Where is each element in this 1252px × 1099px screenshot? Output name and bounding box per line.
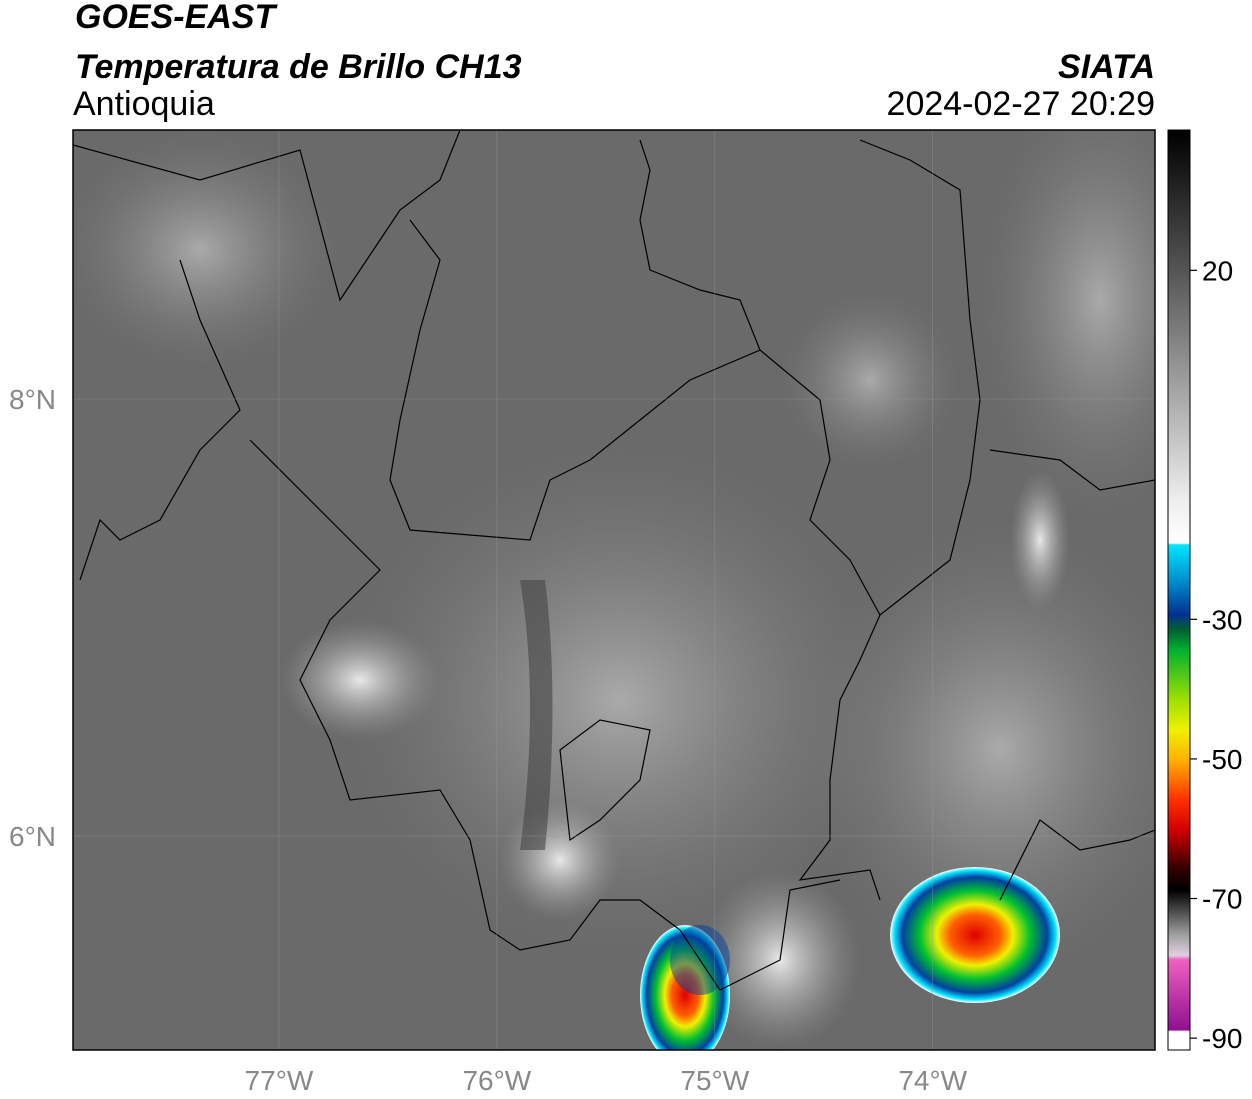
source: SIATA (1058, 48, 1155, 86)
colorbar-ticks: 20 -30 -50 -70 -90 (1190, 255, 1242, 1054)
colorbar (1167, 129, 1191, 1051)
title: GOES-EAST (75, 0, 278, 36)
region: Antioquia (73, 85, 215, 123)
datetime: 2024-02-27 20:29 (887, 85, 1155, 123)
colorbar-tick-label: -30 (1202, 604, 1242, 635)
graticule: 77°W 76°W 75°W 74°W 8°N 6°N (9, 130, 1155, 1096)
x-tick-label: 74°W (898, 1065, 967, 1096)
colorbar-tick-label: -50 (1202, 744, 1242, 775)
x-tick-label: 75°W (680, 1065, 749, 1096)
colorbar-tick-label: -70 (1202, 884, 1242, 915)
x-tick-label: 77°W (245, 1065, 314, 1096)
y-tick-label: 8°N (9, 384, 56, 415)
colorbar-tick-label: -90 (1202, 1023, 1242, 1054)
colorbar-tick-label: 20 (1202, 255, 1233, 286)
x-tick-label: 76°W (462, 1065, 531, 1096)
map-frame (72, 129, 1156, 1051)
y-tick-label: 6°N (9, 821, 56, 852)
map-image (73, 130, 1155, 1050)
subtitle: Temperatura de Brillo CH13 (75, 48, 522, 86)
